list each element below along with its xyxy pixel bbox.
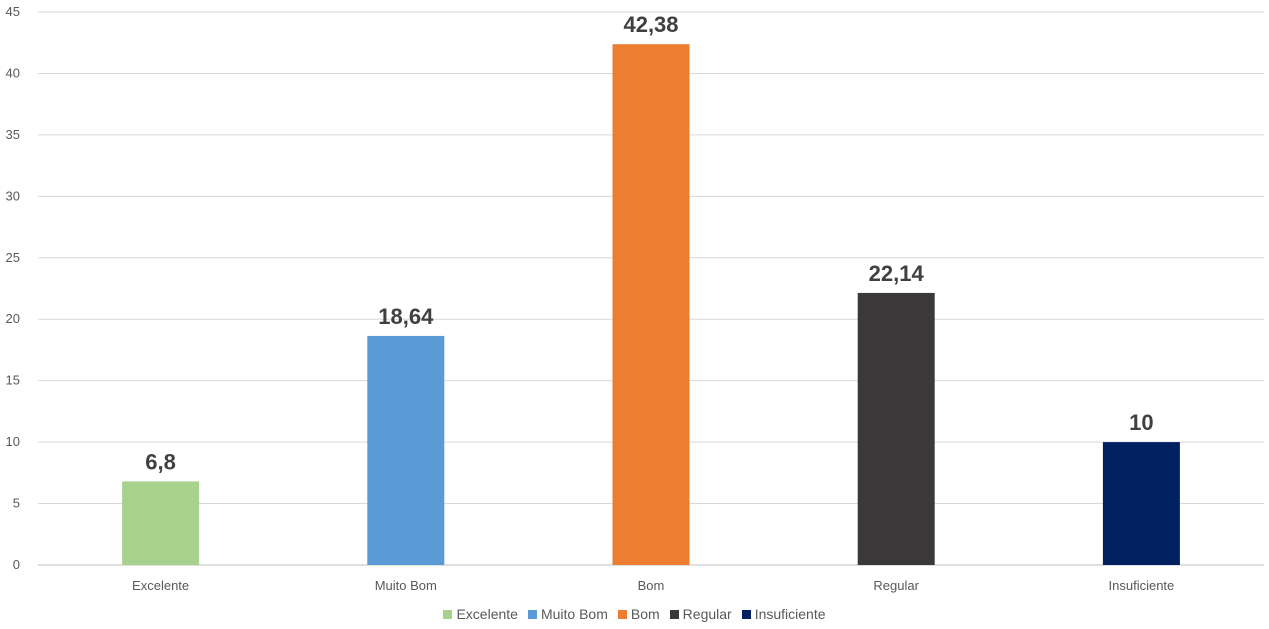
data-label: 6,8 xyxy=(145,449,176,474)
y-tick-label: 45 xyxy=(6,4,20,19)
legend-label: Excelente xyxy=(456,606,518,622)
y-tick-label: 0 xyxy=(13,557,20,572)
x-axis-categories: Excelente Muito Bom Bom Regular Insuficiente xyxy=(132,578,1174,593)
legend-swatch xyxy=(443,610,453,619)
y-tick-label: 15 xyxy=(6,373,20,388)
bar-excelente xyxy=(122,481,200,565)
legend-item: Regular xyxy=(669,606,732,622)
y-tick-label: 25 xyxy=(6,250,20,265)
x-tick-label: Insuficiente xyxy=(1109,578,1175,593)
bar-regular xyxy=(857,292,935,565)
data-label: 22,14 xyxy=(869,261,925,286)
y-tick-label: 40 xyxy=(6,65,20,80)
y-tick-label: 20 xyxy=(6,311,20,326)
legend-label: Bom xyxy=(630,606,660,622)
legend-swatch xyxy=(669,610,679,619)
legend-item: Excelente xyxy=(443,606,518,622)
bar-muito-bom xyxy=(367,335,445,565)
legend-label: Regular xyxy=(682,606,732,622)
y-tick-label: 5 xyxy=(13,496,20,511)
bar-bom xyxy=(612,44,690,565)
legend-swatch xyxy=(741,610,751,619)
x-tick-label: Bom xyxy=(638,578,665,593)
y-tick-label: 30 xyxy=(6,188,20,203)
y-tick-label: 35 xyxy=(6,127,20,142)
data-labels: 6,8 18,64 42,38 22,14 10 xyxy=(145,12,1153,474)
legend-swatch xyxy=(527,610,537,619)
legend-label: Insuficiente xyxy=(754,606,826,622)
legend-item: Insuficiente xyxy=(741,606,826,622)
x-tick-label: Regular xyxy=(873,578,919,593)
x-tick-label: Excelente xyxy=(132,578,189,593)
data-label: 10 xyxy=(1129,410,1153,435)
data-label: 18,64 xyxy=(378,304,434,329)
legend-label: Muito Bom xyxy=(540,606,608,622)
bars xyxy=(122,44,1180,565)
legend-swatch xyxy=(617,610,627,619)
legend-item: Bom xyxy=(617,606,660,622)
y-axis-ticks: 0 5 10 15 20 25 30 35 40 45 xyxy=(6,4,20,572)
legend: Excelente Muito Bom Bom Regular Insuficiente xyxy=(0,606,1269,622)
y-tick-label: 10 xyxy=(6,434,20,449)
bar-insuficiente xyxy=(1102,442,1180,565)
legend-item: Muito Bom xyxy=(527,606,608,622)
x-tick-label: Muito Bom xyxy=(375,578,437,593)
data-label: 42,38 xyxy=(623,12,678,37)
